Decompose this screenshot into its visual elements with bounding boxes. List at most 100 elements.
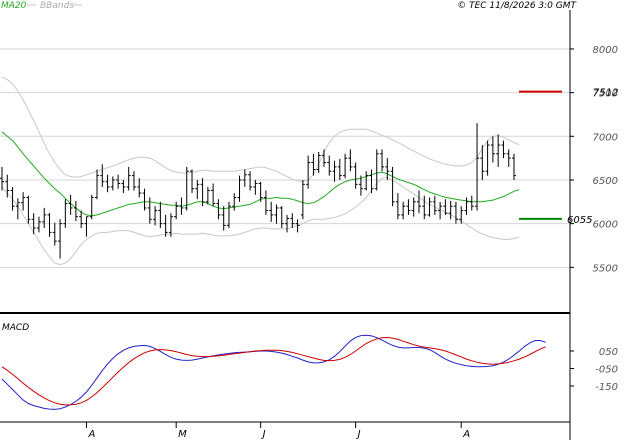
ohlc-bar [15, 198, 20, 220]
ohlc-bar [226, 201, 231, 229]
bollinger-lower-line [1, 176, 520, 266]
ohlc-bar [116, 174, 121, 189]
ohlc-bar [395, 193, 400, 220]
ohlc-bar [353, 162, 358, 189]
ohlc-bar [168, 213, 173, 237]
ohlc-bar [142, 188, 147, 211]
ohlc-bar [237, 175, 242, 202]
ohlc-bar [501, 140, 506, 159]
ohlc-bar [147, 197, 152, 224]
ohlc-bar [190, 169, 195, 194]
macd-tick-label: -050 [595, 365, 618, 376]
macd-axis-ticks: 050 -050 -150 [570, 347, 618, 393]
ohlc-bars [0, 123, 516, 259]
ohlc-bar [68, 194, 73, 215]
ohlc-bar [422, 195, 427, 220]
price-tick-label: 5500 [593, 263, 618, 274]
ohlc-bar [105, 174, 110, 193]
ohlc-bar [47, 213, 52, 237]
ohlc-bar [195, 179, 200, 200]
ohlc-bar [42, 207, 47, 229]
ohlc-bar [89, 194, 94, 220]
ohlc-bar [279, 206, 284, 229]
ohlc-bar [343, 153, 348, 179]
ohlc-bar [311, 153, 316, 176]
macd-title: MACD [2, 323, 29, 333]
time-tick-label: M [178, 429, 187, 440]
ohlc-bar [137, 178, 142, 198]
ohlc-bar [285, 214, 290, 233]
ohlc-bar [348, 149, 353, 172]
resistance-label: 7512 [593, 88, 618, 99]
ohlc-bar [464, 197, 469, 215]
ohlc-bar [58, 219, 63, 259]
ohlc-bar [36, 216, 41, 233]
ohlc-bar [448, 200, 453, 220]
ohlc-bar [432, 195, 437, 215]
ohlc-bar [358, 175, 363, 196]
ohlc-bar [374, 149, 379, 191]
ma20-line [1, 131, 520, 217]
copyright-label: © TEC 11/8/2026 3:0 GMT [457, 1, 577, 11]
ohlc-bar [205, 186, 210, 205]
ohlc-bar [295, 219, 300, 233]
time-tick-label: A [462, 429, 470, 440]
ohlc-bar [100, 164, 105, 187]
ohlc-bar [79, 210, 84, 229]
price-axis-ticks: 5500 6000 6500 7000 7500 8000 [570, 45, 618, 274]
price-grid [0, 48, 570, 268]
ohlc-bar [337, 159, 342, 180]
ohlc-bar [380, 149, 385, 172]
legend-ma20: MA20 [1, 1, 27, 11]
ohlc-bar [274, 204, 279, 224]
ohlc-bar [327, 155, 332, 176]
bollinger-upper-line [1, 76, 520, 183]
ohlc-bar [248, 171, 253, 191]
ohlc-bar [290, 213, 295, 229]
price-tick-label: 6000 [593, 220, 618, 231]
ohlc-bar [506, 149, 511, 167]
ohlc-bar [401, 201, 406, 220]
ohlc-bar [121, 179, 126, 194]
ohlc-bar [469, 195, 474, 211]
ohlc-bar [453, 201, 458, 224]
ohlc-bar [385, 158, 390, 180]
legend-bbands: BBands [40, 1, 74, 11]
ohlc-bar [126, 166, 131, 191]
ohlc-bar [5, 174, 10, 198]
ohlc-bar [390, 166, 395, 207]
ohlc-bar [369, 169, 374, 194]
ohlc-bar [158, 201, 163, 229]
ohlc-bar [221, 206, 226, 231]
ohlc-bar [174, 201, 179, 220]
macd-line [1, 334, 546, 410]
ohlc-bar [496, 134, 501, 167]
ohlc-bar [490, 136, 495, 163]
macd-signal-line [1, 336, 546, 406]
ohlc-bar [427, 197, 432, 217]
ohlc-bar [200, 178, 205, 207]
ohlc-bar [63, 199, 68, 229]
ohlc-bar [258, 181, 263, 202]
ohlc-bar [300, 179, 305, 220]
ohlc-bar [485, 140, 490, 176]
ohlc-bar [179, 197, 184, 215]
support-label: 6055 [567, 215, 592, 226]
ohlc-bar [31, 213, 36, 235]
ohlc-bar [52, 222, 57, 246]
ohlc-bar [10, 186, 15, 211]
ohlc-bar [512, 153, 516, 180]
macd-tick-label: -150 [595, 382, 618, 393]
ohlc-bar [416, 190, 421, 214]
ohlc-bar [411, 197, 416, 217]
ohlc-bar [480, 145, 485, 180]
macd-tick-label: 050 [599, 347, 618, 358]
ohlc-bar [216, 199, 221, 220]
ohlc-bar [184, 166, 189, 211]
ohlc-bar [475, 123, 480, 211]
ohlc-bar [316, 152, 321, 173]
ohlc-bar [110, 176, 115, 191]
ohlc-bar [253, 179, 258, 195]
